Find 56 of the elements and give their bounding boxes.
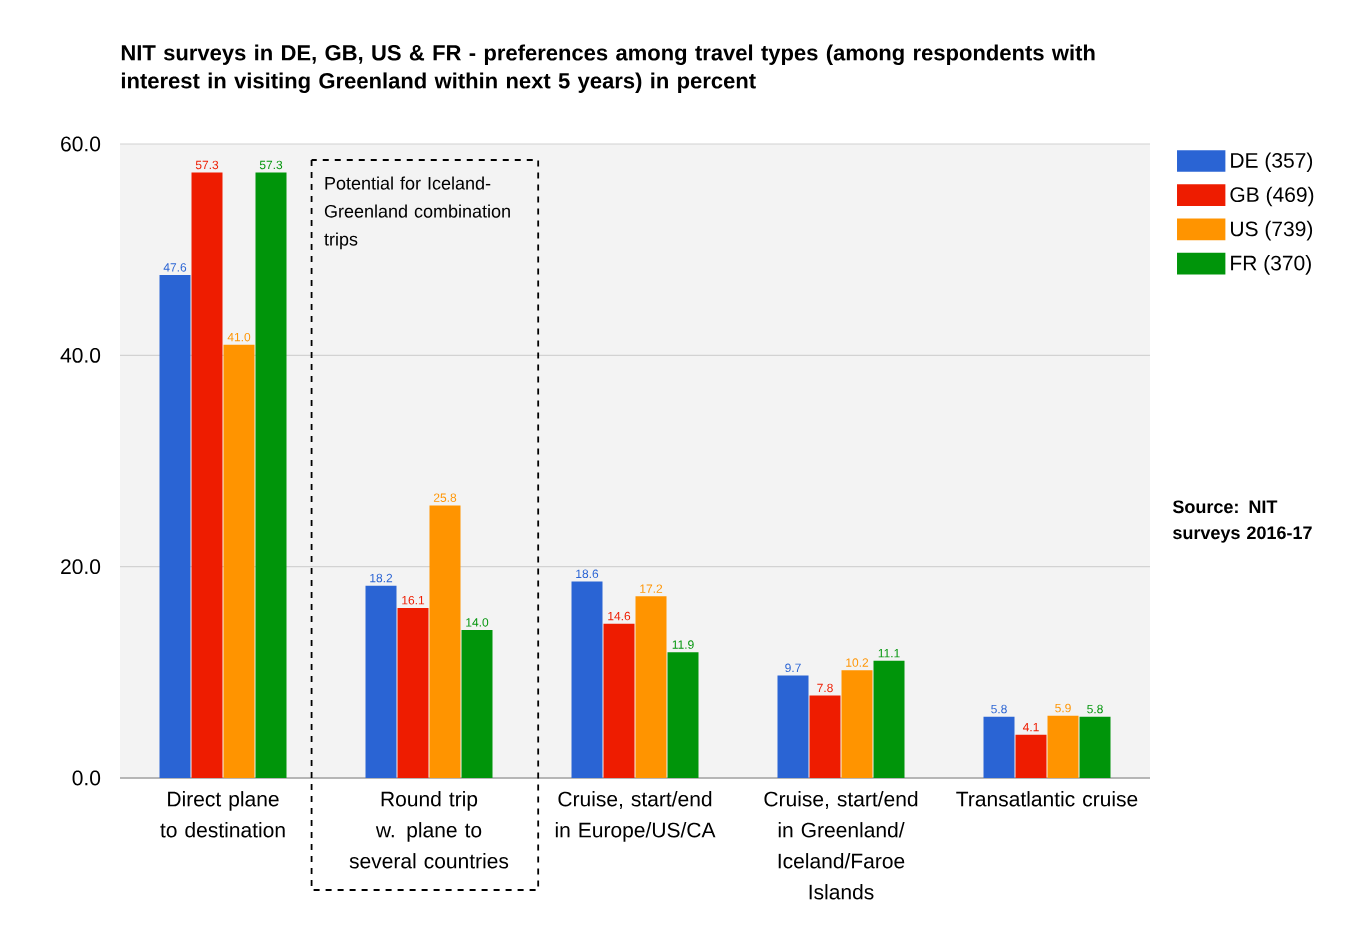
bar [777, 675, 809, 778]
data-label: 4.1 [1022, 723, 1039, 732]
data-label: 5.8 [1087, 704, 1103, 714]
source-note: Source: NIT surveys 2016-17 [1172, 500, 1312, 543]
data-label: 17.2 [640, 584, 663, 593]
data-label: 11.1 [878, 649, 900, 658]
bar [1079, 716, 1111, 778]
data-label: 18.6 [576, 569, 599, 579]
data-label: 14.0 [466, 618, 489, 627]
legend-label: FR (370) [1231, 255, 1311, 275]
bar [983, 716, 1015, 778]
chart-title: NIT surveys in DE, GB, US & FR - preferences among travel types (among respondents with interest in visiting Greenland within next 5 years) in percent [121, 44, 1095, 94]
x-tick-label: Cruise, start/end in Greenland/ Iceland/Faroe Islands [764, 791, 918, 900]
y-tick-label: 60.0 [61, 136, 101, 152]
bar [603, 623, 635, 778]
data-label: 57.3 [259, 160, 283, 170]
data-label: 7.8 [817, 683, 833, 693]
x-tick-label: Direct plane to destination [160, 791, 285, 838]
data-label: 18.2 [370, 573, 393, 583]
bar [223, 344, 255, 778]
bar [159, 275, 191, 778]
data-label: 47.6 [163, 263, 187, 272]
bar [809, 695, 841, 778]
data-label: 41.0 [227, 332, 251, 342]
data-label: 57.3 [195, 160, 219, 170]
bar [667, 652, 699, 778]
y-tick-label: 40.0 [60, 347, 101, 363]
bar [571, 581, 603, 778]
data-label: 9.7 [785, 663, 801, 673]
data-label: 5.9 [1055, 703, 1071, 713]
data-label: 25.8 [433, 493, 457, 502]
legend-label: US (739) [1231, 220, 1313, 241]
data-label: 10.2 [846, 658, 869, 667]
bar [873, 660, 905, 778]
bar [841, 670, 873, 778]
bar [429, 505, 461, 778]
x-tick-label: Transatlantic cruise [956, 791, 1138, 807]
y-tick-label: 0.0 [72, 770, 101, 786]
bar [365, 585, 397, 778]
bar [1047, 715, 1079, 778]
data-label: 5.8 [991, 704, 1007, 714]
bar [635, 596, 667, 778]
y-tick-label: 20.0 [61, 559, 101, 575]
legend-label: DE (357) [1231, 152, 1313, 172]
x-tick-label: Cruise, start/end in Europe/US/CA [555, 791, 716, 842]
bar [397, 607, 429, 778]
bar [1015, 734, 1047, 778]
annotation: Potential for Iceland-Greenland combination trips [324, 176, 510, 250]
data-label: 16.1 [402, 595, 425, 605]
data-label: 14.6 [608, 611, 631, 621]
bar [191, 172, 223, 778]
bar [461, 630, 493, 778]
bar [255, 172, 287, 778]
legend-label: GB (469) [1230, 186, 1314, 207]
data-label: 11.9 [672, 640, 694, 649]
x-tick-label: Round trip w. plane to several countries [349, 791, 509, 869]
